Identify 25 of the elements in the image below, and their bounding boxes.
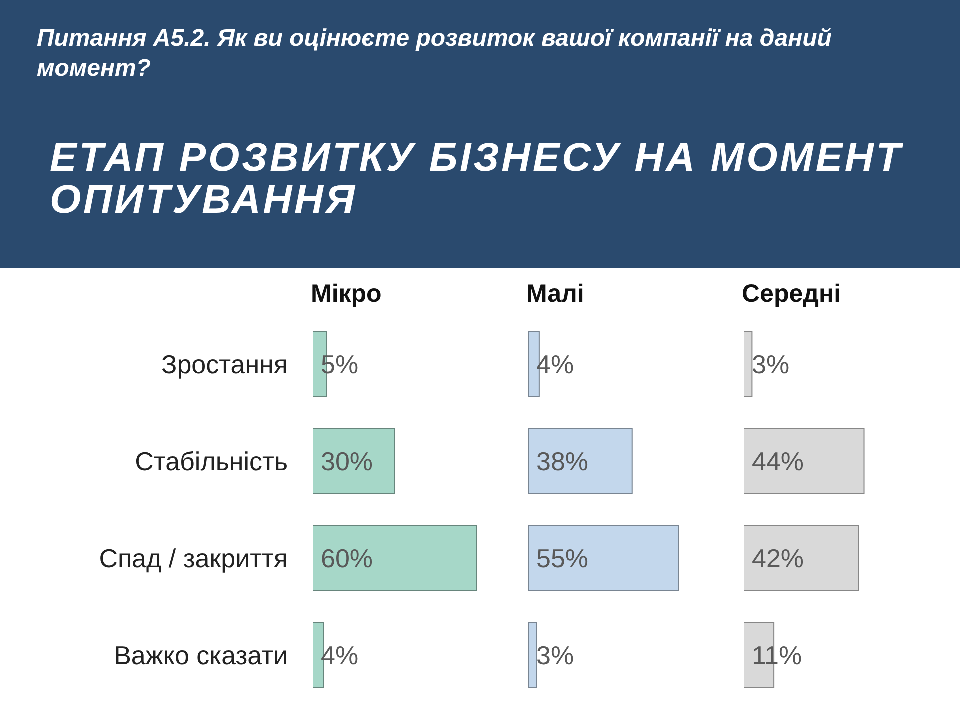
data-label: 55% bbox=[536, 544, 589, 574]
text: ЕТАП РОЗВИТКУ БІЗНЕСУ НА МОМЕНТ ОПИТУВАННЯ bbox=[50, 136, 904, 222]
data-label: 30% bbox=[321, 446, 374, 477]
bar bbox=[528, 428, 633, 495]
bar bbox=[528, 622, 538, 689]
bar bbox=[744, 428, 865, 495]
chart-title: Мікро bbox=[311, 280, 382, 308]
y-tick-label: Зростання bbox=[162, 350, 288, 380]
data-label: 44% bbox=[752, 446, 804, 477]
y-tick-label: Стабільність bbox=[135, 446, 288, 477]
bar bbox=[313, 428, 396, 495]
data-label: 3% bbox=[752, 350, 790, 380]
y-tick-label: Спад / закриття bbox=[99, 544, 288, 574]
bar bbox=[528, 526, 680, 592]
bar bbox=[744, 332, 753, 398]
text: Питання А5.2. Як ви оцінюєте розвиток вашої компанії на даний момент? bbox=[37, 24, 833, 84]
data-label: 42% bbox=[752, 544, 804, 574]
chart-title: Середні bbox=[742, 280, 842, 308]
data-label: 60% bbox=[321, 544, 374, 574]
data-label: 38% bbox=[536, 446, 589, 477]
bar bbox=[313, 526, 477, 592]
data-label: 3% bbox=[536, 640, 574, 671]
bar bbox=[744, 526, 860, 592]
chart-title: Малі bbox=[526, 280, 584, 308]
y-tick-label: Важко сказати bbox=[114, 640, 288, 671]
